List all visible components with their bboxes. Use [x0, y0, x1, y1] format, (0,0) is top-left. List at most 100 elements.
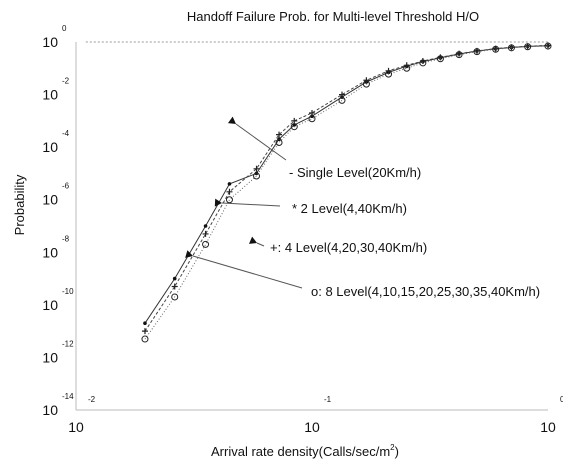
x-tick-exponent: 0 — [560, 395, 563, 404]
data-point — [291, 117, 298, 124]
x-axis-label-text: Arrival rate density(Calls/sec/m — [211, 444, 390, 459]
x-axis-label: Arrival rate density(Calls/sec/m2) — [211, 443, 399, 459]
series-1 — [143, 43, 550, 326]
plot-frame — [75, 42, 548, 411]
y-tick-label-7: 10 -14 — [42, 392, 74, 418]
y-tick-label-5: 10 -10 — [42, 287, 74, 313]
y-tick-exponent: -12 — [62, 339, 74, 348]
y-tick-exponent: -14 — [62, 392, 74, 401]
y-tick-label-0: 10 0 — [42, 24, 67, 50]
series-3 — [141, 42, 552, 343]
legend-label: * 2 Level(4,40Km/h) — [292, 201, 407, 216]
data-point — [309, 109, 315, 116]
x-tick-base: 10 — [540, 419, 556, 435]
y-tick-label-3: 10 -6 — [42, 182, 69, 208]
legend-arrow-head — [248, 236, 257, 244]
y-tick-base: 10 — [42, 349, 58, 365]
legend-arrow-head — [214, 198, 222, 207]
data-point — [141, 335, 149, 343]
y-tick-exponent: -8 — [62, 234, 70, 243]
legend-arrow-head — [227, 116, 236, 124]
legend: - Single Level(20Km/h) * 2 Level(4,40Km/h… — [185, 116, 540, 299]
x-tick-label-2: 10 0 — [540, 395, 563, 435]
y-tick-label-1: 10 -2 — [42, 77, 69, 103]
data-point — [253, 172, 261, 180]
y-tick-label-2: 10 -4 — [42, 129, 69, 155]
data-point — [363, 77, 370, 84]
y-tick-base: 10 — [42, 297, 58, 313]
x-tick-labels: 10 -2 10 -1 10 0 — [68, 395, 563, 435]
data-point — [436, 55, 444, 63]
x-tick-base: 10 — [68, 419, 84, 435]
y-tick-label-6: 10 -12 — [42, 339, 74, 365]
data-point — [171, 293, 179, 301]
data-point — [275, 139, 283, 147]
y-tick-exponent: -6 — [62, 182, 70, 191]
x-tick-label-1: 10 -1 — [304, 395, 331, 435]
legend-arrow — [221, 202, 281, 207]
legend-label: - Single Level(20Km/h) — [289, 165, 421, 180]
x-tick-exponent: -2 — [88, 395, 96, 404]
legend-entry-2: +: 4 Level(4,20,30,40Km/h) — [248, 236, 427, 255]
data-point — [473, 48, 481, 56]
y-tick-base: 10 — [42, 139, 58, 155]
series-group — [85, 41, 552, 343]
y-tick-exponent: -2 — [62, 77, 70, 86]
data-point — [276, 131, 283, 138]
data-point — [403, 64, 411, 72]
legend-label: +: 4 Level(4,20,30,40Km/h) — [270, 240, 427, 255]
data-point — [338, 96, 346, 104]
data-point — [507, 44, 515, 52]
data-point — [203, 224, 208, 228]
data-point — [544, 42, 552, 50]
y-tick-labels: 10 0 10 -2 10 -4 10 -6 10 -8 10 -10 10 -12 10 -14 — [42, 24, 74, 418]
data-point — [225, 196, 233, 204]
data-point — [308, 115, 316, 123]
legend-entry-0: - Single Level(20Km/h) — [227, 116, 421, 180]
svg-text:Arrival rate density(Calls/sec: Arrival rate density(Calls/sec/m2) — [211, 443, 399, 459]
data-point — [202, 230, 209, 237]
x-axis-label-superscript: 2 — [390, 443, 395, 452]
y-tick-base: 10 — [42, 244, 58, 260]
data-point — [362, 80, 370, 88]
x-tick-exponent: -1 — [324, 395, 332, 404]
data-point — [253, 165, 260, 172]
y-tick-base: 10 — [42, 34, 58, 50]
data-point — [202, 240, 210, 248]
y-tick-base: 10 — [42, 192, 58, 208]
legend-arrow — [235, 123, 287, 161]
data-point — [419, 59, 427, 67]
legend-entry-1: * 2 Level(4,40Km/h) — [214, 198, 407, 216]
data-point — [141, 328, 148, 335]
data-point — [171, 283, 178, 290]
data-point — [524, 43, 532, 51]
data-point — [143, 321, 147, 326]
y-tick-base: 10 — [42, 402, 58, 418]
x-tick-label-0: 10 -2 — [68, 395, 95, 435]
series-line-1 — [144, 45, 549, 324]
legend-arrow — [192, 255, 303, 289]
y-axis-label: Probability — [12, 174, 27, 235]
legend-arrow-head — [185, 250, 193, 258]
chart-title: Handoff Failure Prob. for Multi-level Th… — [187, 9, 479, 24]
y-tick-exponent: -4 — [62, 129, 70, 138]
data-point — [172, 276, 177, 281]
y-tick-exponent: -10 — [62, 287, 74, 296]
data-point — [492, 45, 500, 53]
y-tick-exponent: 0 — [62, 24, 67, 33]
y-tick-base: 10 — [42, 87, 58, 103]
data-point — [227, 182, 232, 186]
x-tick-base: 10 — [304, 419, 320, 435]
data-point — [290, 123, 298, 131]
legend-arrow — [256, 242, 265, 247]
data-point — [455, 51, 463, 59]
y-tick-label-4: 10 -8 — [42, 234, 69, 260]
series-line-3 — [144, 45, 549, 340]
x-axis-label-close: ) — [395, 444, 399, 459]
data-point — [338, 91, 345, 98]
legend-label: o: 8 Level(4,10,15,20,25,30,35,40Km/h) — [311, 284, 540, 299]
data-point — [385, 70, 393, 78]
data-point — [226, 188, 233, 195]
legend-entry-3: o: 8 Level(4,10,15,20,25,30,35,40Km/h) — [185, 250, 540, 299]
